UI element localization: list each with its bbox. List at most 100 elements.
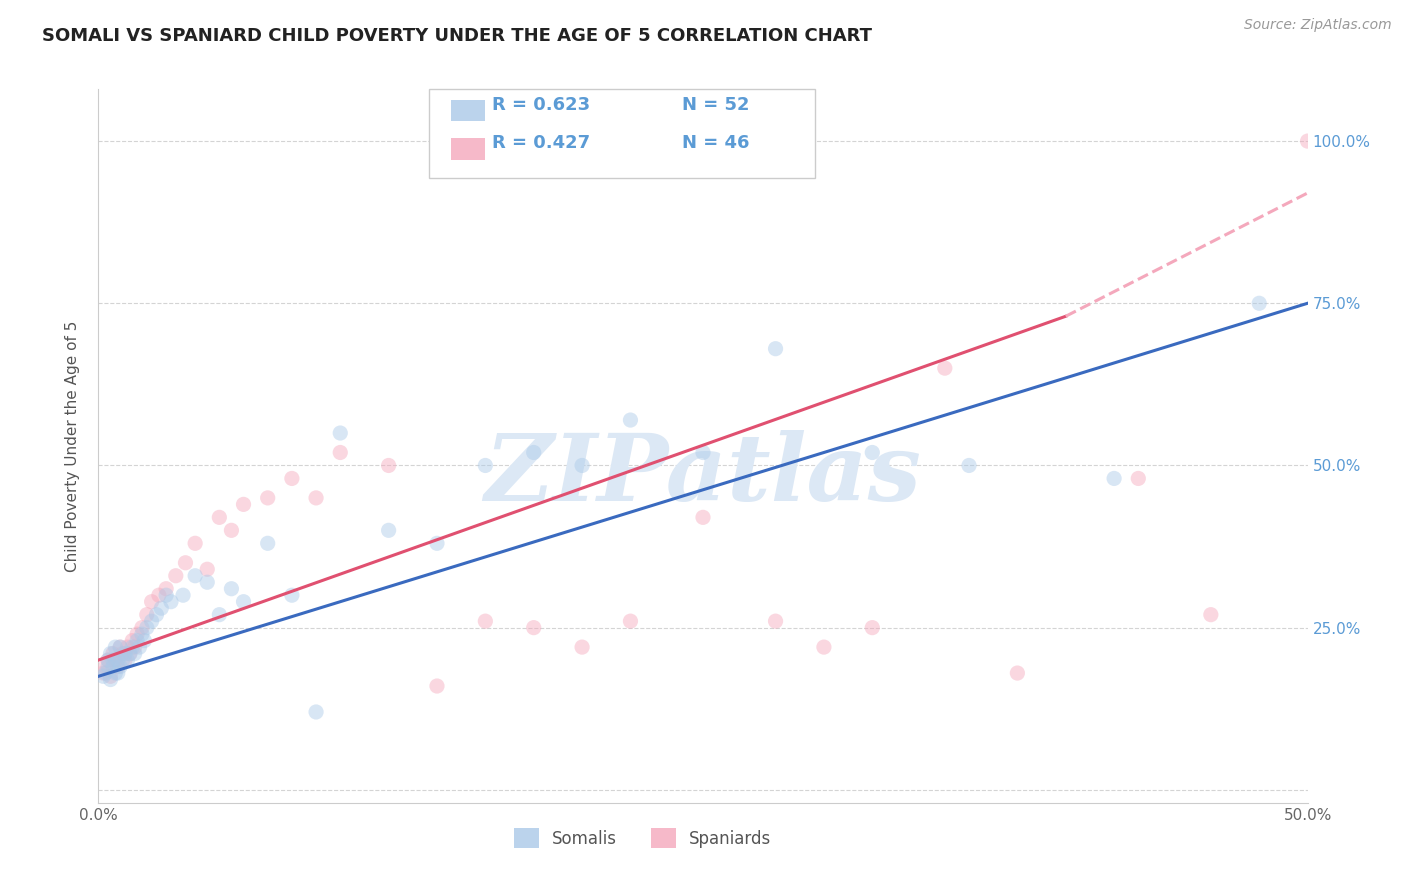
- Point: [101, 647, 124, 661]
- Point: [329, 425, 352, 440]
- Legend: Somalis, Spaniards: Somalis, Spaniards: [508, 822, 778, 855]
- Point: [107, 659, 129, 673]
- Point: [305, 491, 328, 505]
- Point: [114, 647, 136, 661]
- Point: [111, 653, 134, 667]
- Point: [117, 640, 139, 654]
- Point: [1007, 666, 1029, 681]
- Point: [184, 536, 207, 550]
- Point: [121, 633, 143, 648]
- Point: [97, 653, 120, 667]
- Point: [221, 582, 243, 596]
- Point: [281, 471, 304, 485]
- Point: [118, 647, 141, 661]
- Point: [108, 640, 131, 654]
- Point: [195, 575, 218, 590]
- Point: [571, 640, 593, 654]
- Point: [860, 621, 883, 635]
- Point: [377, 524, 399, 538]
- Point: [860, 445, 883, 459]
- Point: [426, 679, 449, 693]
- Point: [107, 653, 129, 667]
- Text: SOMALI VS SPANIARD CHILD POVERTY UNDER THE AGE OF 5 CORRELATION CHART: SOMALI VS SPANIARD CHILD POVERTY UNDER T…: [42, 27, 872, 45]
- Point: [118, 647, 141, 661]
- Point: [329, 445, 352, 459]
- Text: Source: ZipAtlas.com: Source: ZipAtlas.com: [1244, 18, 1392, 32]
- Point: [124, 640, 146, 654]
- Text: R = 0.427: R = 0.427: [492, 134, 591, 152]
- Point: [91, 669, 114, 683]
- Point: [474, 614, 496, 628]
- Point: [135, 607, 157, 622]
- Point: [256, 536, 278, 550]
- Point: [305, 705, 328, 719]
- Point: [104, 666, 127, 681]
- Point: [934, 361, 956, 376]
- Point: [957, 458, 980, 473]
- Point: [100, 673, 122, 687]
- Point: [155, 588, 177, 602]
- Point: [160, 595, 183, 609]
- Point: [155, 582, 177, 596]
- Point: [127, 633, 149, 648]
- Text: R = 0.623: R = 0.623: [492, 95, 591, 113]
- Point: [692, 510, 714, 524]
- Point: [474, 458, 496, 473]
- Point: [1102, 471, 1125, 485]
- Point: [134, 633, 156, 648]
- Point: [128, 640, 150, 654]
- Point: [523, 445, 546, 459]
- Point: [571, 458, 593, 473]
- Point: [523, 621, 546, 635]
- Point: [148, 588, 170, 602]
- Point: [111, 647, 134, 661]
- Point: [131, 627, 153, 641]
- Point: [131, 621, 153, 635]
- Point: [619, 413, 641, 427]
- Point: [165, 568, 187, 582]
- Point: [104, 640, 127, 654]
- Point: [100, 647, 122, 661]
- Point: [121, 640, 143, 654]
- Point: [256, 491, 278, 505]
- Point: [104, 653, 127, 667]
- Point: [184, 568, 207, 582]
- Text: ZIPatlas: ZIPatlas: [485, 430, 921, 519]
- Point: [94, 666, 117, 681]
- Point: [1128, 471, 1150, 485]
- Point: [208, 607, 231, 622]
- Point: [101, 659, 124, 673]
- Point: [692, 445, 714, 459]
- Point: [619, 614, 641, 628]
- Point: [107, 666, 129, 681]
- Point: [195, 562, 218, 576]
- Point: [100, 669, 122, 683]
- Text: N = 52: N = 52: [682, 95, 749, 113]
- Point: [97, 659, 120, 673]
- Point: [108, 640, 131, 654]
- Point: [281, 588, 304, 602]
- Point: [426, 536, 449, 550]
- Point: [135, 621, 157, 635]
- Point: [117, 653, 139, 667]
- Point: [127, 627, 149, 641]
- Point: [208, 510, 231, 524]
- Text: N = 46: N = 46: [682, 134, 749, 152]
- Point: [145, 607, 167, 622]
- Point: [1296, 134, 1319, 148]
- Point: [174, 556, 197, 570]
- Point: [221, 524, 243, 538]
- Point: [150, 601, 173, 615]
- Point: [765, 614, 787, 628]
- Point: [1249, 296, 1271, 310]
- Point: [124, 647, 146, 661]
- Point: [377, 458, 399, 473]
- Point: [1199, 607, 1222, 622]
- Point: [94, 659, 117, 673]
- Point: [765, 342, 787, 356]
- Point: [91, 666, 114, 681]
- Point: [232, 595, 254, 609]
- Point: [97, 653, 120, 667]
- Point: [114, 653, 136, 667]
- Point: [232, 497, 254, 511]
